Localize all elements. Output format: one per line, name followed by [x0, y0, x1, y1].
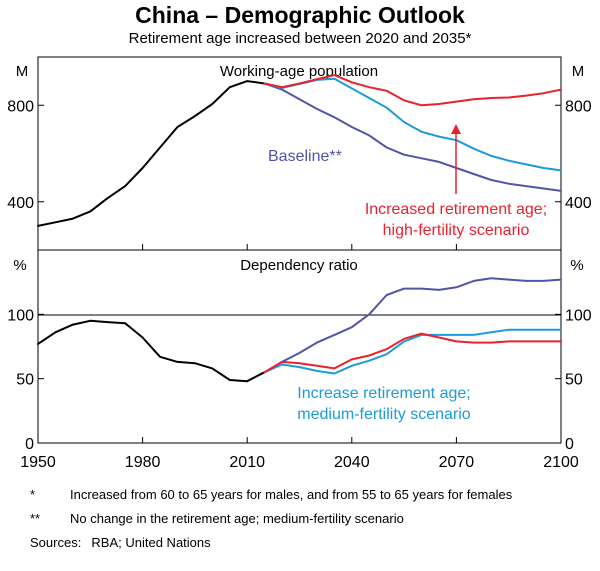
footnote-2: ** No change in the retirement age; medi… — [30, 510, 540, 528]
chart-canvas: Working-age population Dependency ratio … — [7, 56, 592, 471]
y-tick-label-left: 50 — [16, 372, 34, 389]
bottom-left-unit: % — [13, 257, 26, 274]
medium-fertility-label-line1: Increase retirement age; — [297, 385, 470, 402]
top-left-unit: M — [16, 63, 29, 80]
medium-fertility-label-line2: medium-fertility scenario — [297, 406, 470, 423]
series-line-high-fertility — [263, 74, 562, 107]
high-fertility-label-line2: high-fertility scenario — [383, 222, 530, 239]
series-line-baseline — [263, 82, 562, 192]
y-tick-label-right: 0 — [565, 436, 574, 453]
footnote-1-mark: * — [30, 487, 36, 502]
baseline-label: Baseline** — [268, 148, 342, 165]
top-panel-title: Working-age population — [220, 63, 378, 80]
series-line-high-fertility — [263, 332, 562, 374]
x-tick-label: 1950 — [20, 454, 56, 471]
x-tick-label: 1980 — [125, 454, 161, 471]
x-tick-label: 2040 — [334, 454, 370, 471]
y-tick-label-right: 400 — [565, 195, 592, 212]
top-right-unit: M — [572, 63, 585, 80]
x-tick-label: 2010 — [229, 454, 265, 471]
high-fertility-arrow-head — [451, 124, 461, 134]
footnote-1-text: Increased from 60 to 65 years for males,… — [70, 487, 513, 502]
footnote-2-mark: ** — [30, 511, 41, 526]
chart-title: China – Demographic Outlook — [135, 2, 465, 28]
x-tick-label: 2100 — [543, 454, 579, 471]
series-line-historical — [37, 319, 266, 383]
bottom-right-unit: % — [570, 257, 583, 274]
footnote-1: * Increased from 60 to 65 years for male… — [30, 486, 540, 504]
series-line-baseline — [263, 277, 562, 374]
sources: Sources: RBA; United Nations — [30, 535, 211, 550]
y-tick-label-right: 100 — [565, 307, 592, 324]
y-tick-label-left: 800 — [7, 98, 34, 115]
y-tick-label-right: 800 — [565, 98, 592, 115]
high-fertility-label-line1: Increased retirement age; — [365, 201, 547, 218]
bottom-panel-title: Dependency ratio — [240, 257, 358, 274]
series-line-medium-fertility — [263, 328, 562, 375]
x-tick-label: 2070 — [439, 454, 475, 471]
footnote-2-text: No change in the retirement age; medium-… — [70, 511, 404, 526]
y-tick-label-left: 400 — [7, 195, 34, 212]
series-line-historical — [37, 80, 266, 227]
y-tick-label-left: 0 — [25, 436, 34, 453]
chart-subtitle: Retirement age increased between 2020 an… — [128, 30, 472, 47]
y-tick-label-right: 50 — [565, 372, 583, 389]
footnotes: * Increased from 60 to 65 years for male… — [30, 486, 540, 552]
y-tick-label-left: 100 — [7, 307, 34, 324]
